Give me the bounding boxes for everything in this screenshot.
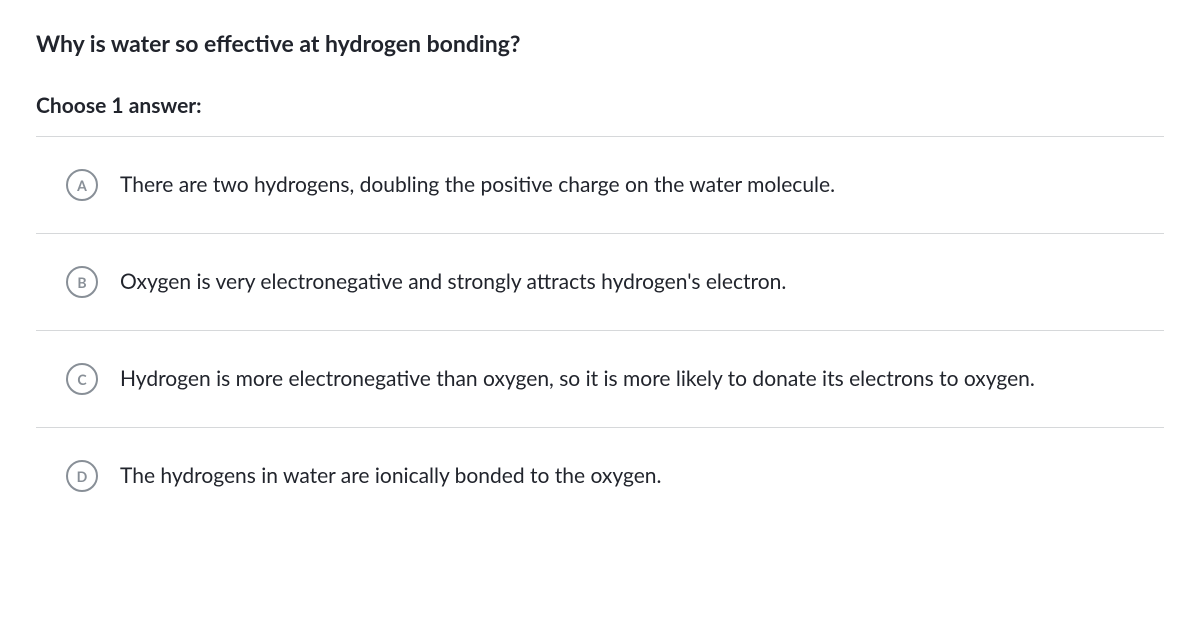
- choice-bubble-c: C: [66, 363, 98, 395]
- choice-bubble-b: B: [66, 266, 98, 298]
- answer-choice-d[interactable]: D The hydrogens in water are ionically b…: [36, 428, 1164, 524]
- quiz-page: Why is water so effective at hydrogen bo…: [0, 0, 1200, 524]
- choice-bubble-d: D: [66, 460, 98, 492]
- answer-choices: A There are two hydrogens, doubling the …: [36, 136, 1164, 524]
- choice-text: The hydrogens in water are ionically bon…: [120, 461, 661, 491]
- choice-letter: A: [77, 177, 87, 194]
- answer-choice-a[interactable]: A There are two hydrogens, doubling the …: [36, 137, 1164, 234]
- choice-text: There are two hydrogens, doubling the po…: [120, 170, 835, 200]
- choice-text: Oxygen is very electronegative and stron…: [120, 267, 786, 297]
- choice-letter: C: [77, 371, 86, 388]
- answer-choice-c[interactable]: C Hydrogen is more electronegative than …: [36, 331, 1164, 428]
- answer-choice-b[interactable]: B Oxygen is very electronegative and str…: [36, 234, 1164, 331]
- choice-bubble-a: A: [66, 169, 98, 201]
- choice-letter: B: [77, 274, 86, 291]
- choose-instruction: Choose 1 answer:: [36, 93, 1164, 118]
- choice-letter: D: [77, 468, 88, 485]
- question-prompt: Why is water so effective at hydrogen bo…: [36, 28, 1164, 59]
- choice-text: Hydrogen is more electronegative than ox…: [120, 364, 1035, 394]
